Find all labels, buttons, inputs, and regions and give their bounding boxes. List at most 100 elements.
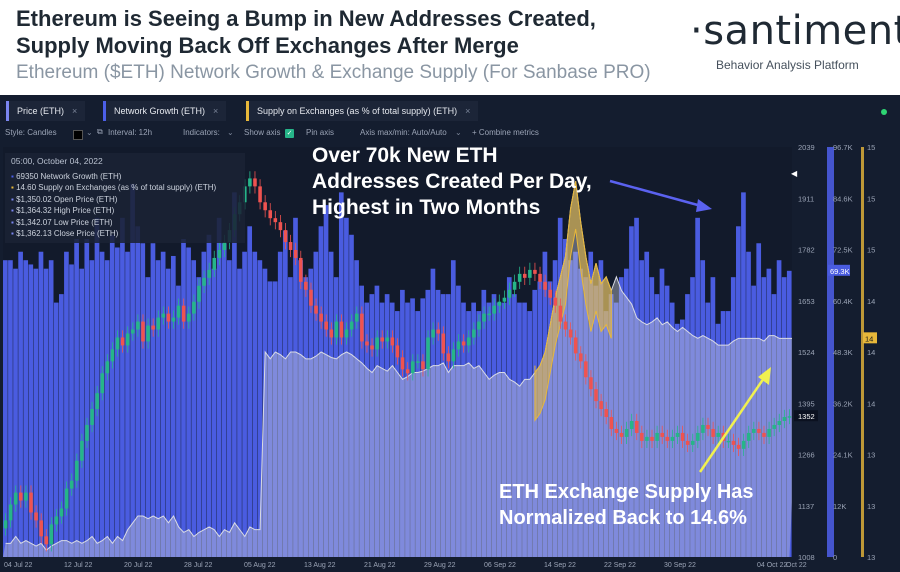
price-candle-body [584, 361, 588, 378]
style-selector[interactable]: Style: Candles [5, 128, 57, 137]
price-candle-body [136, 321, 140, 330]
chart-panel: 2039 1911 1782 1653 1524 1395 1266 1137 1008 96.7… [0, 95, 900, 572]
indicators-selector[interactable]: Indicators: [183, 128, 220, 137]
network-growth-bar [125, 251, 130, 558]
legend-row-open: ▪ $1,350.02 Open Price (ETH) [11, 194, 118, 204]
annotation-bottom-line-2: Normalized Back to 14.6% [499, 507, 747, 529]
close-icon[interactable]: × [72, 106, 78, 116]
price-candle-body [461, 341, 466, 346]
legend-row-supply: ▪ 14.60 Supply on Exchanges (as % of tot… [11, 183, 217, 192]
price-candle-body [512, 281, 517, 290]
price-candle-body [171, 317, 176, 322]
tab-network-growth[interactable]: Network Growth (ETH) × [103, 101, 227, 121]
network-growth-bar [394, 311, 400, 557]
price-candle-body [146, 325, 150, 342]
price-candle-body [187, 313, 191, 322]
axis-minmax-selector[interactable]: Axis max/min: Auto/Auto [360, 128, 447, 137]
price-candle-body [548, 289, 552, 298]
network-growth-bar [537, 281, 543, 557]
chevron-down-icon[interactable]: ⌄ [86, 128, 93, 137]
network-growth-bar [761, 277, 767, 557]
pin-axis-toggle[interactable]: Pin axis [306, 128, 335, 137]
close-icon[interactable]: × [213, 106, 219, 116]
network-growth-bar [547, 281, 553, 557]
network-growth-bar [308, 268, 314, 557]
page-subtitle: Ethereum ($ETH) Network Growth & Exchang… [16, 62, 651, 83]
supply-axis-tick-label: 15 [867, 143, 875, 152]
network-growth-bar [695, 217, 700, 557]
tab-network-growth-label: Network Growth (ETH) [114, 106, 206, 116]
x-axis-tick-label: 20 Jul 22 [124, 562, 153, 569]
price-candle-body [690, 440, 695, 445]
show-axis-checkbox[interactable]: ✓ [285, 129, 294, 138]
network-growth-bar [150, 243, 156, 557]
network-growth-bar [736, 226, 741, 558]
network-growth-bar [583, 277, 588, 557]
network-growth-bar [165, 268, 171, 557]
network-growth-bar [486, 302, 492, 557]
network-growth-bar [247, 226, 253, 558]
network-growth-bar [466, 311, 471, 557]
price-candle-body [197, 285, 201, 302]
price-candle-body [13, 492, 18, 505]
network-axis-tick-label: 96.7K [833, 143, 853, 152]
network-growth-bar [501, 302, 507, 557]
price-candle-body [492, 305, 496, 314]
price-candle-body [685, 440, 690, 445]
network-growth-bar [746, 251, 751, 558]
price-candle-body [248, 178, 252, 187]
price-candle-body [655, 432, 659, 441]
tab-supply-on-exchanges[interactable]: Supply on Exchanges (as % of total suppl… [246, 101, 479, 121]
price-candle-body [410, 361, 415, 374]
live-status-dot [881, 109, 887, 115]
interval-icon: ⧉ [97, 127, 103, 136]
price-candle-body [212, 257, 217, 270]
network-growth-bar [618, 277, 624, 557]
price-candle-body [319, 313, 323, 322]
network-growth-bar [700, 260, 706, 557]
supply-axis-tick-label: 14 [867, 297, 875, 306]
network-growth-bar [257, 260, 263, 557]
tab-supply-label: Supply on Exchanges (as % of total suppl… [257, 106, 458, 116]
price-candle-body [746, 432, 751, 441]
price-candle-body [258, 186, 262, 203]
network-growth-bar [328, 251, 334, 558]
price-candle-body [115, 337, 120, 350]
network-growth-bar [99, 251, 105, 558]
chevron-down-icon[interactable]: ⌄ [455, 128, 462, 137]
network-growth-bar [445, 294, 451, 557]
legend-row-network-growth: ▪ 69350 Network Growth (ETH) [11, 171, 122, 181]
network-axis-tick-label: 84.6K [833, 194, 853, 203]
network-growth-bar [282, 230, 288, 557]
network-growth-bar [18, 251, 23, 558]
legend-row-low: ▪ $1,342.07 Low Price (ETH) [11, 217, 113, 227]
network-growth-bar [644, 251, 650, 558]
close-icon[interactable]: × [465, 106, 471, 116]
network-growth-bar [506, 277, 512, 557]
price-candle-body [477, 321, 481, 330]
network-growth-bar [69, 264, 74, 557]
tab-price[interactable]: Price (ETH) × [6, 101, 86, 121]
interval-selector[interactable]: Interval: 12h [108, 128, 153, 137]
santiment-logo: ·santiment· [690, 8, 900, 54]
price-candle-body [217, 250, 222, 258]
x-axis-tick-label: 05 Aug 22 [244, 562, 276, 569]
network-growth-bar [323, 205, 329, 557]
price-candle-body [741, 440, 746, 449]
price-candle-body [782, 417, 787, 421]
network-growth-bar [64, 251, 69, 558]
combine-metrics-button[interactable]: + Combine metrics [472, 128, 539, 137]
network-current-badge-bg [828, 264, 850, 276]
network-growth-bar [216, 217, 222, 557]
price-candle-body [207, 269, 211, 278]
network-growth-bar [13, 268, 18, 557]
price-candle-body [517, 273, 522, 282]
color-swatch[interactable] [73, 130, 83, 140]
network-growth-bar [8, 260, 13, 557]
price-candle-body [176, 305, 181, 318]
price-candle-body [253, 178, 257, 187]
price-candle-body [446, 353, 451, 362]
chevron-down-icon[interactable]: ⌄ [227, 128, 234, 137]
price-candle-body [365, 341, 369, 346]
network-growth-bar [461, 302, 466, 557]
